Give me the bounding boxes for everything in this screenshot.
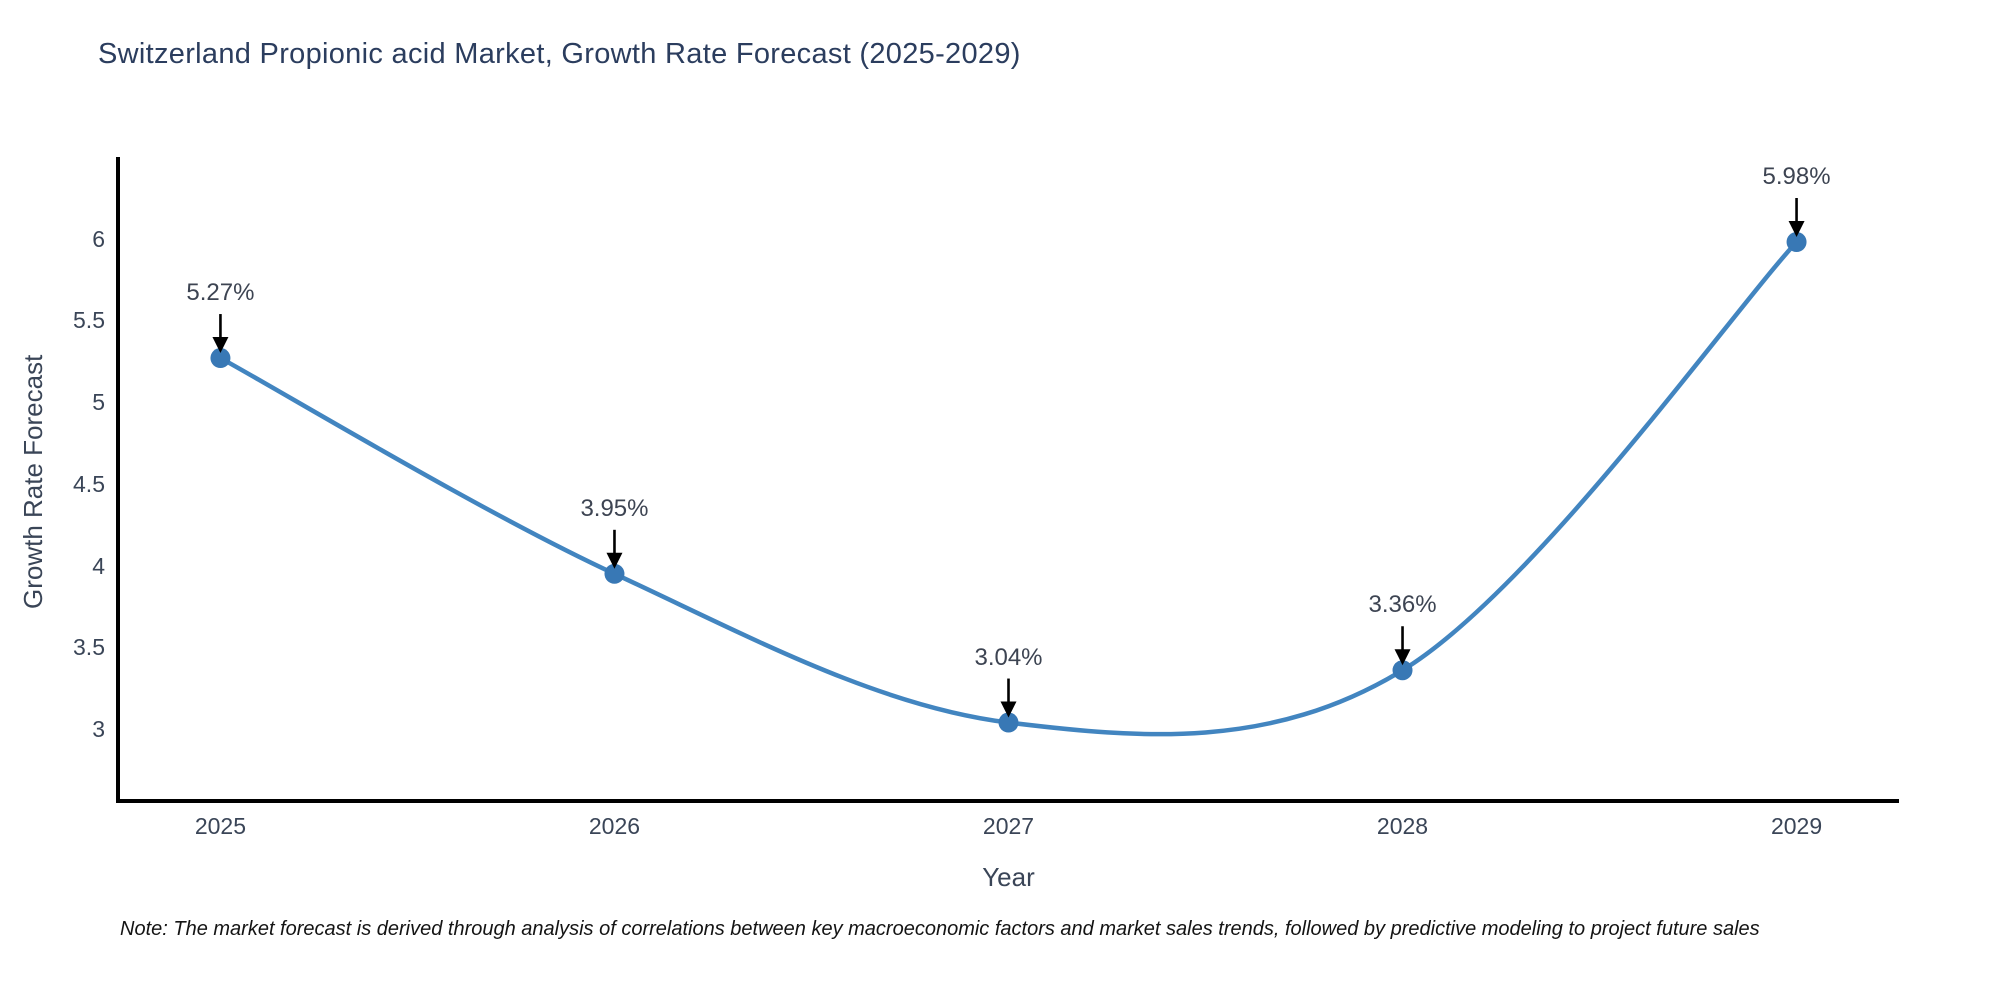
annotation-arrow-head	[1788, 220, 1805, 237]
annotation-arrow-head	[606, 552, 623, 569]
footer-note: Note: The market forecast is derived thr…	[120, 918, 1760, 940]
y-tick-label: 4	[92, 552, 105, 579]
data-point-marker	[1786, 231, 1807, 252]
data-point-marker	[998, 712, 1019, 733]
x-tick-label: 2025	[194, 813, 247, 839]
chart-title: Switzerland Propionic acid Market, Growt…	[98, 38, 1021, 70]
y-tick-label: 5	[92, 389, 105, 416]
x-axis-title: Year	[982, 862, 1035, 892]
annotation-arrow-head	[212, 337, 229, 354]
x-tick-label: 2026	[588, 813, 641, 839]
x-tick-label: 2027	[982, 813, 1035, 839]
point-value-annotation: 5.98%	[1762, 162, 1831, 190]
point-value-annotation: 3.95%	[580, 494, 649, 522]
point-value-annotation: 3.04%	[974, 643, 1043, 671]
data-point-marker	[604, 563, 625, 584]
y-tick-label: 3	[92, 716, 105, 743]
annotation-arrow-head	[1000, 701, 1017, 718]
x-tick-label: 2029	[1770, 813, 1823, 839]
y-tick-label: 5.5	[73, 307, 105, 334]
point-value-annotation: 5.27%	[186, 279, 255, 307]
y-tick-label: 4.5	[73, 470, 105, 497]
y-tick-label: 6	[92, 225, 105, 252]
annotation-arrow-head	[1394, 649, 1411, 666]
y-axis-title: Growth Rate Forecast	[18, 354, 48, 609]
y-tick-label: 3.5	[73, 634, 105, 661]
data-point-marker	[1392, 660, 1413, 681]
point-value-annotation: 3.36%	[1368, 591, 1437, 619]
data-point-marker	[210, 348, 231, 369]
x-tick-label: 2028	[1376, 813, 1429, 839]
